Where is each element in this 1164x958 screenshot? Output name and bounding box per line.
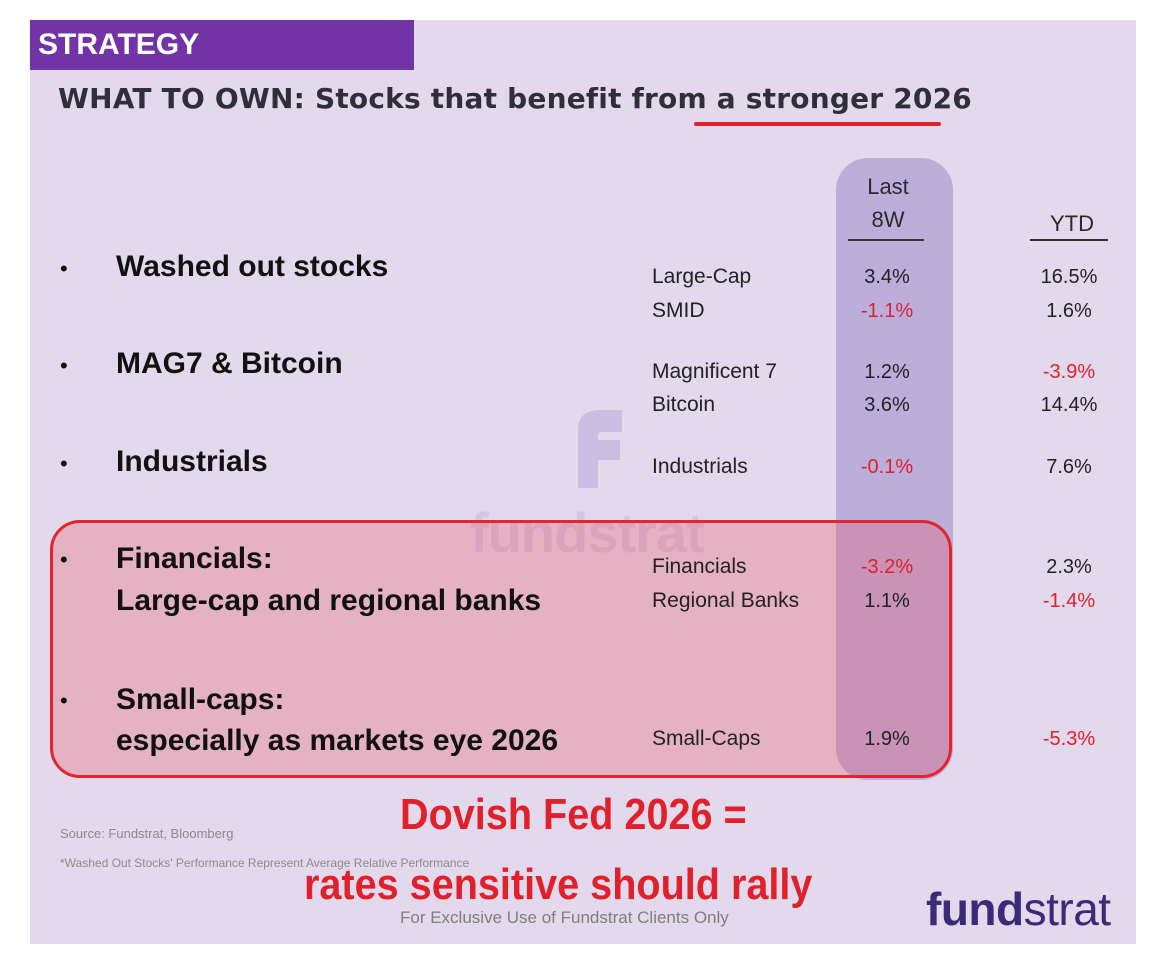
fundstrat-watermark: fundstrat (470, 501, 705, 564)
industrials-last8w: -0.1% (860, 456, 914, 478)
bullet-industrials-text: Industrials (116, 445, 268, 478)
fundstrat-watermark-icon (578, 410, 622, 488)
rates-sensitive-highlight (50, 520, 952, 778)
footer-disclaimer: For Exclusive Use of Fundstrat Clients O… (400, 908, 729, 927)
large-cap-last8w: 3.4% (864, 266, 910, 288)
bullet-financials-text-line1: Financials: (116, 542, 273, 575)
small-caps-ytd: -5.3% (1042, 728, 1096, 750)
mag7-last8w: 1.2% (864, 361, 910, 383)
small-caps-last8w: 1.9% (864, 728, 910, 750)
source-note: Source: Fundstrat, Bloomberg (60, 826, 234, 841)
logo-part-fund: fund (926, 883, 1024, 935)
bitcoin-ytd: 14.4% (1040, 394, 1098, 416)
bullet-financials: • (60, 547, 68, 572)
bullet-financials-text-line2: Large-cap and regional banks (116, 584, 542, 617)
last8w-header-rule (848, 239, 924, 241)
last8w-header: Last 8W (846, 170, 930, 236)
row-label-industrials: Industrials (652, 455, 748, 478)
smid-ytd: 1.6% (1046, 300, 1092, 322)
mag7-ytd: -3.9% (1042, 361, 1096, 383)
row-label-financials: Financials (652, 555, 747, 578)
bullet-washed-out-text: Washed out stocks (116, 250, 389, 283)
ytd-header-rule (1030, 239, 1108, 241)
smid-last8w: -1.1% (860, 300, 914, 322)
last8w-column-highlight (836, 158, 953, 780)
industrials-ytd: 7.6% (1046, 456, 1092, 478)
section-tag: STRATEGY (30, 20, 414, 70)
row-label-magnificent-7: Magnificent 7 (652, 360, 777, 383)
bullet-small-caps-text-line1: Small-caps: (116, 683, 285, 716)
callout-rates-sensitive: rates sensitive should rally (304, 860, 813, 909)
bitcoin-last8w: 3.6% (864, 394, 910, 416)
row-label-large-cap: Large-Cap (652, 265, 752, 288)
row-label-regional-banks: Regional Banks (652, 589, 800, 612)
bullet-small-caps-text-line2: especially as markets eye 2026 (116, 724, 559, 757)
financials-ytd: 2.3% (1046, 556, 1092, 578)
bullet-small-caps: • (60, 688, 68, 713)
regional-banks-ytd: -1.4% (1042, 590, 1096, 612)
page-title: WHAT TO OWN: Stocks that benefit from a … (58, 82, 972, 115)
bullet-industrials: • (60, 451, 68, 476)
large-cap-ytd: 16.5% (1040, 266, 1098, 288)
last8w-header-line1: Last (867, 174, 909, 199)
logo-part-strat: strat (1023, 883, 1111, 935)
row-label-bitcoin: Bitcoin (652, 393, 716, 416)
callout-dovish-fed: Dovish Fed 2026 = (400, 790, 747, 839)
regional-banks-last8w: 1.1% (864, 590, 910, 612)
last8w-header-line2: 8W (871, 207, 905, 232)
bullet-mag7-text: MAG7 & Bitcoin (116, 347, 343, 380)
bullet-washed-out: • (60, 256, 68, 281)
row-label-small-caps: Small-Caps (652, 727, 761, 750)
slide: STRATEGY WHAT TO OWN: Stocks that benefi… (30, 20, 1136, 944)
financials-last8w: -3.2% (860, 556, 914, 578)
washed-out-footnote: *Washed Out Stocks' Performance Represen… (60, 856, 470, 870)
bullet-mag7: • (60, 353, 68, 378)
fundstrat-logo: fundstrat (926, 882, 1111, 936)
row-label-smid: SMID (652, 299, 705, 322)
title-underline (694, 122, 941, 126)
ytd-header: YTD (1050, 211, 1094, 236)
